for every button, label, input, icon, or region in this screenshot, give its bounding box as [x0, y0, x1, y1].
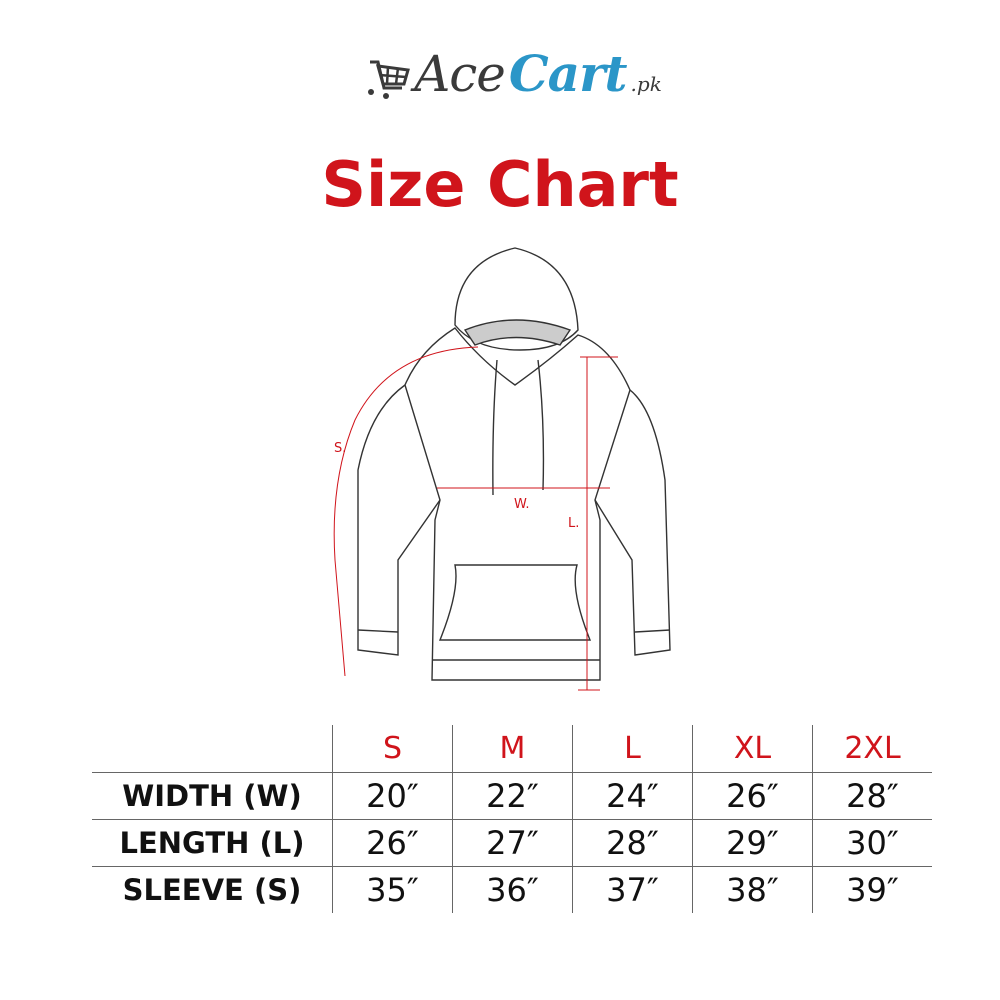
length-label: L. [568, 516, 579, 531]
cell: 35″ [332, 866, 453, 913]
drawstrings [492, 359, 545, 496]
hoodie-diagram: S. W. L. [333, 247, 671, 691]
shopping-cart-icon [368, 60, 411, 99]
pocket [438, 564, 592, 641]
brand-suffix: .pk [630, 72, 662, 96]
cell: 20″ [332, 772, 453, 820]
cell: 28″ [572, 819, 693, 867]
cell: 26″ [332, 819, 453, 867]
brand-name-part2: Cart [508, 44, 628, 103]
sleeve-label: S. [334, 441, 346, 456]
brand-name-part1: Ace [414, 45, 506, 103]
row-label: LENGTH (L) [92, 819, 333, 867]
page-title: Size Chart [321, 148, 679, 221]
size-table: S M L XL 2XL WIDTH (W) 20″ 22″ 24″ 26″ 2… [92, 725, 932, 913]
cell: 29″ [692, 819, 813, 867]
brand-logo: Ace Cart .pk [0, 44, 1000, 116]
cell: 27″ [452, 819, 573, 867]
cell: 36″ [452, 866, 573, 913]
table-row-sleeve: SLEEVE (S) 35″ 36″ 37″ 38″ 39″ [92, 866, 932, 913]
row-label: SLEEVE (S) [92, 866, 333, 913]
cell: 39″ [812, 866, 932, 913]
cell: 37″ [572, 866, 693, 913]
hood [454, 247, 579, 351]
size-header: M [452, 725, 573, 773]
size-header-row: S M L XL 2XL [92, 725, 932, 773]
width-label: W. [514, 497, 530, 512]
size-header: XL [692, 725, 813, 773]
cell: 30″ [812, 819, 932, 867]
table-row-length: LENGTH (L) 26″ 27″ 28″ 29″ 30″ [92, 819, 932, 867]
row-label: WIDTH (W) [92, 772, 333, 820]
size-header: S [332, 725, 453, 773]
cell: 38″ [692, 866, 813, 913]
cell: 28″ [812, 772, 932, 820]
corner-cell [92, 725, 333, 773]
table-row-width: WIDTH (W) 20″ 22″ 24″ 26″ 28″ [92, 772, 932, 820]
cell: 26″ [692, 772, 813, 820]
cell: 22″ [452, 772, 573, 820]
left-sleeve [357, 384, 441, 656]
right-sleeve [594, 389, 671, 656]
size-header: L [572, 725, 693, 773]
cell: 24″ [572, 772, 693, 820]
body [404, 327, 631, 681]
size-header: 2XL [812, 725, 932, 773]
